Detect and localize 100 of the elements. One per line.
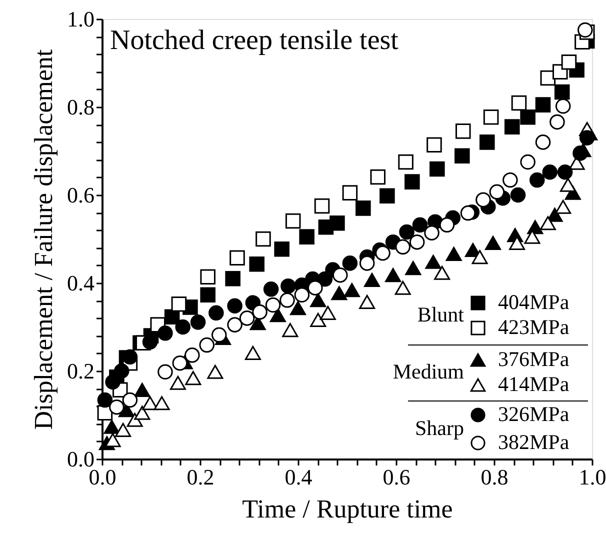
point xyxy=(446,246,462,261)
point xyxy=(104,433,121,448)
point xyxy=(314,198,330,214)
point xyxy=(170,376,186,390)
point xyxy=(409,234,425,250)
point xyxy=(332,267,348,283)
point xyxy=(542,164,558,180)
point xyxy=(310,293,326,308)
point xyxy=(97,392,113,408)
point xyxy=(290,301,306,316)
point xyxy=(331,286,348,300)
point xyxy=(404,174,420,190)
point xyxy=(395,239,410,255)
point xyxy=(122,392,138,408)
point xyxy=(535,134,551,150)
point xyxy=(554,84,570,100)
point xyxy=(154,396,170,410)
point xyxy=(485,236,502,250)
point xyxy=(200,269,216,284)
point xyxy=(342,256,358,271)
legend-label: 376MPa xyxy=(498,347,570,371)
point xyxy=(550,114,565,130)
x-tick-label: 1.0 xyxy=(578,464,606,490)
x-tick-label: 0.2 xyxy=(186,464,214,490)
annotation: Blunt xyxy=(417,302,464,326)
point xyxy=(172,355,188,371)
legend-label: 423MPa xyxy=(498,315,570,339)
point xyxy=(342,185,358,200)
point xyxy=(320,306,336,320)
point xyxy=(430,161,445,177)
point xyxy=(520,154,536,170)
legend-label: 326MPa xyxy=(498,402,570,426)
point xyxy=(158,326,173,341)
point xyxy=(122,349,138,365)
point xyxy=(439,217,455,233)
point xyxy=(299,229,314,244)
x-tick-label: 0.8 xyxy=(480,464,508,490)
point xyxy=(244,346,261,360)
y-tick-label: 0.8 xyxy=(67,94,94,120)
point xyxy=(489,184,505,200)
y-tick-label: 0.4 xyxy=(67,270,94,296)
annotation: Medium xyxy=(392,360,464,384)
point xyxy=(265,297,281,313)
point xyxy=(511,95,527,111)
point xyxy=(185,371,202,386)
point xyxy=(426,137,442,152)
point xyxy=(476,192,491,208)
point xyxy=(285,213,301,229)
point xyxy=(370,169,386,185)
point xyxy=(455,124,471,139)
point xyxy=(394,280,411,295)
chart-title: Notched creep tensile test xyxy=(110,25,399,56)
x-axis-title: Time / Rupture time xyxy=(242,494,453,524)
y-tick-label: 0.2 xyxy=(67,358,94,384)
point xyxy=(535,97,551,112)
point xyxy=(434,266,450,280)
point xyxy=(274,241,290,257)
legend-label: 404MPa xyxy=(498,290,570,314)
point xyxy=(249,256,264,272)
y-tick-label: 0.6 xyxy=(67,182,94,208)
point xyxy=(280,278,296,294)
point xyxy=(208,305,224,321)
point xyxy=(572,146,588,161)
point xyxy=(557,164,573,180)
point xyxy=(356,200,371,216)
point xyxy=(399,224,414,240)
point xyxy=(555,200,572,214)
point xyxy=(230,250,245,266)
point xyxy=(502,172,518,188)
x-tick-label: 0.6 xyxy=(382,464,410,490)
point xyxy=(359,256,375,271)
point xyxy=(270,308,286,322)
y-tick-label: 1.0 xyxy=(67,6,94,32)
point xyxy=(540,216,556,230)
point xyxy=(171,296,187,312)
point xyxy=(225,270,240,286)
point xyxy=(115,422,132,437)
point xyxy=(207,364,224,379)
point xyxy=(375,245,390,261)
point xyxy=(330,216,345,231)
point xyxy=(472,250,488,264)
point xyxy=(104,420,120,434)
point xyxy=(359,294,376,309)
point xyxy=(263,282,279,297)
point xyxy=(199,337,214,353)
point xyxy=(405,261,422,276)
point xyxy=(483,109,499,125)
point xyxy=(504,119,520,134)
point xyxy=(579,130,595,146)
point xyxy=(211,327,227,343)
legend-label: 414MPa xyxy=(498,372,570,396)
point xyxy=(529,172,545,188)
point xyxy=(280,292,295,308)
point xyxy=(310,312,326,327)
point xyxy=(385,268,402,282)
point xyxy=(227,298,242,314)
point xyxy=(158,364,173,380)
point xyxy=(308,280,323,296)
point xyxy=(256,231,271,247)
point xyxy=(175,319,190,335)
